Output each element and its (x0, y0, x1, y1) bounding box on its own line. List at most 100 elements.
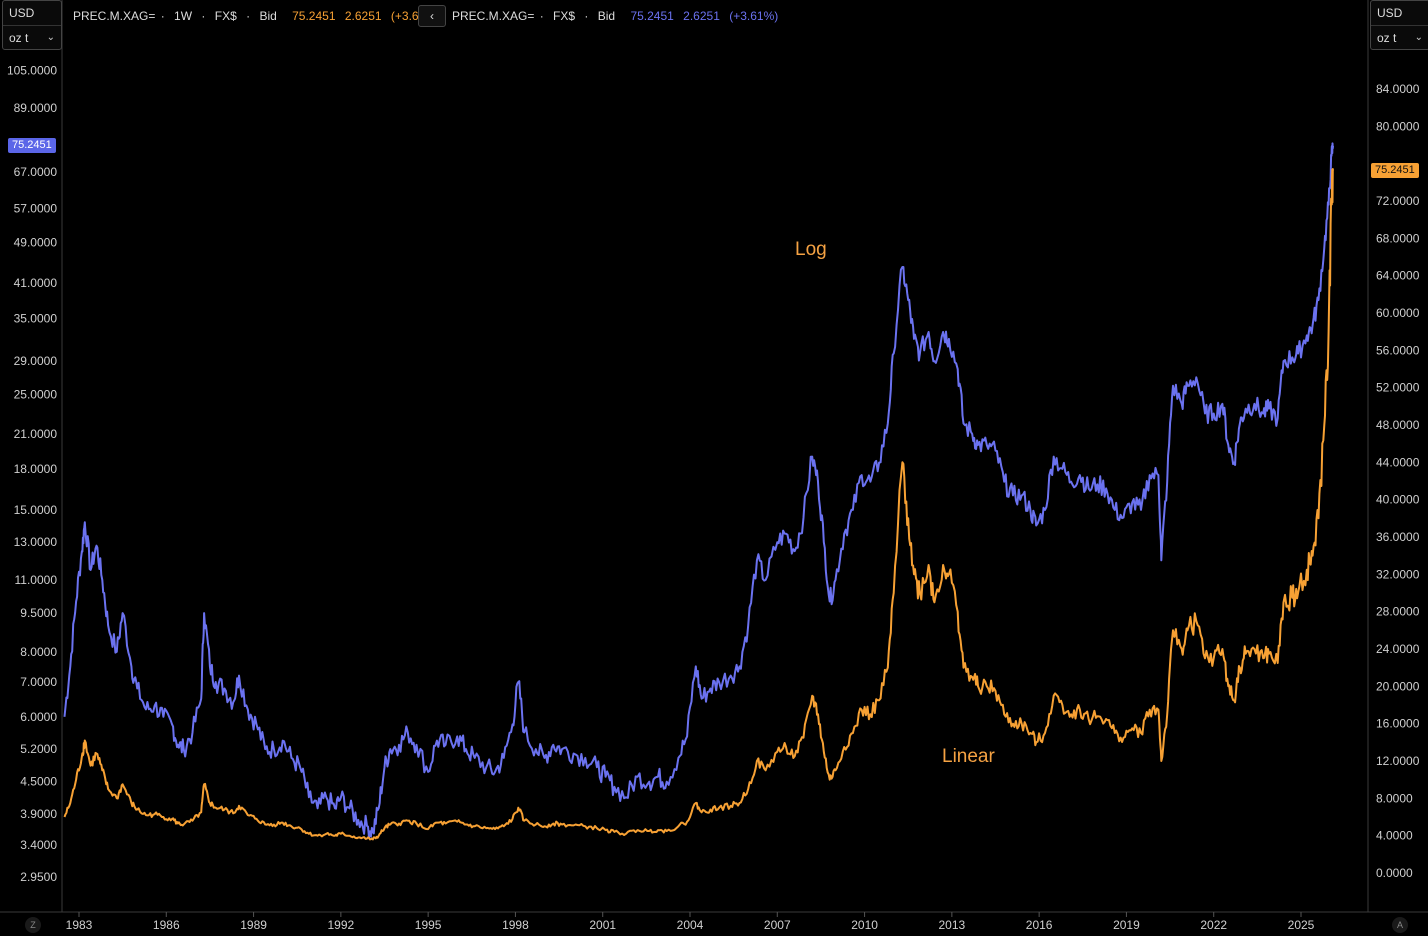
right-tick-label: 8.0000 (1376, 791, 1413, 805)
right-unit-select[interactable]: oz t ⌄ (1371, 25, 1428, 50)
chevron-left-icon: ‹ (430, 9, 434, 23)
right-axis-ticks: 84.0000 80.0000 72.0000 68.0000 64.0000 60.00… (1376, 82, 1420, 880)
legend-last: 75.2451 (292, 9, 336, 23)
legend-last: 75.2451 (630, 9, 674, 23)
right-tick-label: 56.0000 (1376, 343, 1420, 357)
x-tick-label: 1989 (240, 918, 267, 932)
right-tick-label: 64.0000 (1376, 269, 1420, 283)
chevron-down-icon: ⌄ (46, 32, 55, 43)
right-tick-label: 60.0000 (1376, 306, 1420, 320)
x-tick-label: 1992 (328, 918, 355, 932)
legend-separator: · (584, 9, 589, 23)
left-tick-label: 15.0000 (14, 503, 58, 517)
right-tick-label: 16.0000 (1376, 717, 1420, 731)
right-currency-select[interactable]: USD (1371, 1, 1428, 25)
legend-change-pct: (+3.61%) (729, 9, 779, 23)
left-tick-label: 3.9000 (20, 807, 57, 821)
right-currency-label: USD (1377, 6, 1403, 20)
left-tick-label: 41.0000 (14, 276, 58, 290)
right-tick-label: 4.0000 (1376, 829, 1413, 843)
left-tick-label: 89.0000 (14, 101, 58, 115)
left-tick-label: 8.0000 (20, 645, 57, 659)
x-tick-label: 2022 (1200, 918, 1227, 932)
legend-change: 2.6251 (683, 9, 720, 23)
left-unit-label: oz t (9, 31, 29, 45)
right-price-tag: 75.2451 (1371, 163, 1419, 178)
annotation-log: Log (795, 239, 827, 260)
collapse-legend-button[interactable]: ‹ (418, 5, 446, 27)
right-tick-label: 28.0000 (1376, 605, 1420, 619)
right-tick-label: 84.0000 (1376, 82, 1420, 96)
left-tick-label: 21.0000 (14, 427, 58, 441)
right-tick-label: 0.0000 (1376, 866, 1413, 880)
left-unit-select[interactable]: oz t ⌄ (3, 25, 61, 50)
x-tick-label: 2025 (1288, 918, 1315, 932)
left-tick-label: 2.9500 (20, 870, 57, 884)
x-tick-label: 2010 (851, 918, 878, 932)
left-tick-label: 18.0000 (14, 462, 58, 476)
left-price-tag: 75.2451 (8, 138, 56, 153)
right-tick-label: 68.0000 (1376, 231, 1420, 245)
log-series-line (63, 142, 1334, 839)
left-unit-selector[interactable]: USD oz t ⌄ (2, 0, 62, 50)
left-tick-label: 5.2000 (20, 742, 57, 756)
legend-log-series[interactable]: PREC.M.XAG= · FX$ · Bid 75.2451 2.6251 (… (452, 9, 784, 23)
legend-separator: · (246, 9, 251, 23)
legend-separator: · (201, 9, 206, 23)
right-tick-label: 12.0000 (1376, 754, 1420, 768)
left-tick-label: 67.0000 (14, 165, 58, 179)
x-axis-ticks: 1983 1986 1989 1992 1995 1998 2001 2004 2007 2010… (66, 912, 1315, 932)
left-axis-ticks: 105.0000 89.0000 67.0000 57.0000 49.0000 41.0… (7, 64, 57, 884)
x-tick-label: 2007 (764, 918, 791, 932)
x-tick-label: 2001 (589, 918, 616, 932)
auto-scale-right-button[interactable]: A (1392, 917, 1408, 933)
left-tick-label: 49.0000 (14, 236, 58, 250)
right-tick-label: 48.0000 (1376, 418, 1420, 432)
x-tick-label: 2013 (939, 918, 966, 932)
legend-symbol: PREC.M.XAG= (73, 9, 156, 23)
left-tick-label: 105.0000 (7, 64, 57, 78)
left-currency-select[interactable]: USD (3, 1, 61, 25)
annotation-linear: Linear (942, 746, 995, 767)
legend-symbol: PREC.M.XAG= (452, 9, 535, 23)
left-currency-label: USD (9, 6, 35, 20)
x-tick-label: 1995 (415, 918, 442, 932)
x-tick-label: 2016 (1026, 918, 1053, 932)
x-tick-label: 1983 (66, 918, 93, 932)
right-tick-label: 24.0000 (1376, 642, 1420, 656)
legend-separator: · (160, 9, 165, 23)
legend-field: Bid (597, 9, 616, 23)
right-tick-label: 36.0000 (1376, 530, 1420, 544)
x-tick-label: 2004 (677, 918, 704, 932)
right-tick-label: 44.0000 (1376, 455, 1420, 469)
left-tick-label: 11.0000 (15, 573, 58, 587)
right-tick-label: 32.0000 (1376, 567, 1420, 581)
legend-source: FX$ (214, 9, 237, 23)
left-tick-label: 3.4000 (20, 838, 57, 852)
right-unit-label: oz t (1377, 31, 1397, 45)
legend-linear-series[interactable]: PREC.M.XAG= · 1W · FX$ · Bid 75.2451 2.6… (73, 9, 446, 23)
right-tick-label: 40.0000 (1376, 493, 1420, 507)
left-tick-label: 7.0000 (20, 675, 57, 689)
left-tick-label: 29.0000 (14, 354, 58, 368)
legend-source: FX$ (553, 9, 576, 23)
left-tick-label: 25.0000 (14, 388, 58, 402)
auto-scale-left-button[interactable]: Z (25, 917, 41, 933)
left-tick-label: 35.0000 (14, 312, 58, 326)
right-tick-label: 52.0000 (1376, 381, 1420, 395)
x-tick-label: 1986 (153, 918, 180, 932)
linear-series-line (63, 168, 1334, 841)
left-tick-label: 57.0000 (14, 202, 58, 216)
legend-field: Bid (259, 9, 277, 23)
left-tick-label: 6.0000 (20, 710, 57, 724)
legend-interval: 1W (174, 9, 193, 23)
legend-change: 2.6251 (344, 9, 382, 23)
left-tick-label: 13.0000 (14, 535, 58, 549)
x-tick-label: 1998 (502, 918, 529, 932)
x-tick-label: 2019 (1113, 918, 1140, 932)
right-tick-label: 80.0000 (1376, 119, 1420, 133)
series-layer (63, 142, 1334, 841)
right-unit-selector[interactable]: USD oz t ⌄ (1370, 0, 1428, 50)
right-tick-label: 72.0000 (1376, 194, 1420, 208)
